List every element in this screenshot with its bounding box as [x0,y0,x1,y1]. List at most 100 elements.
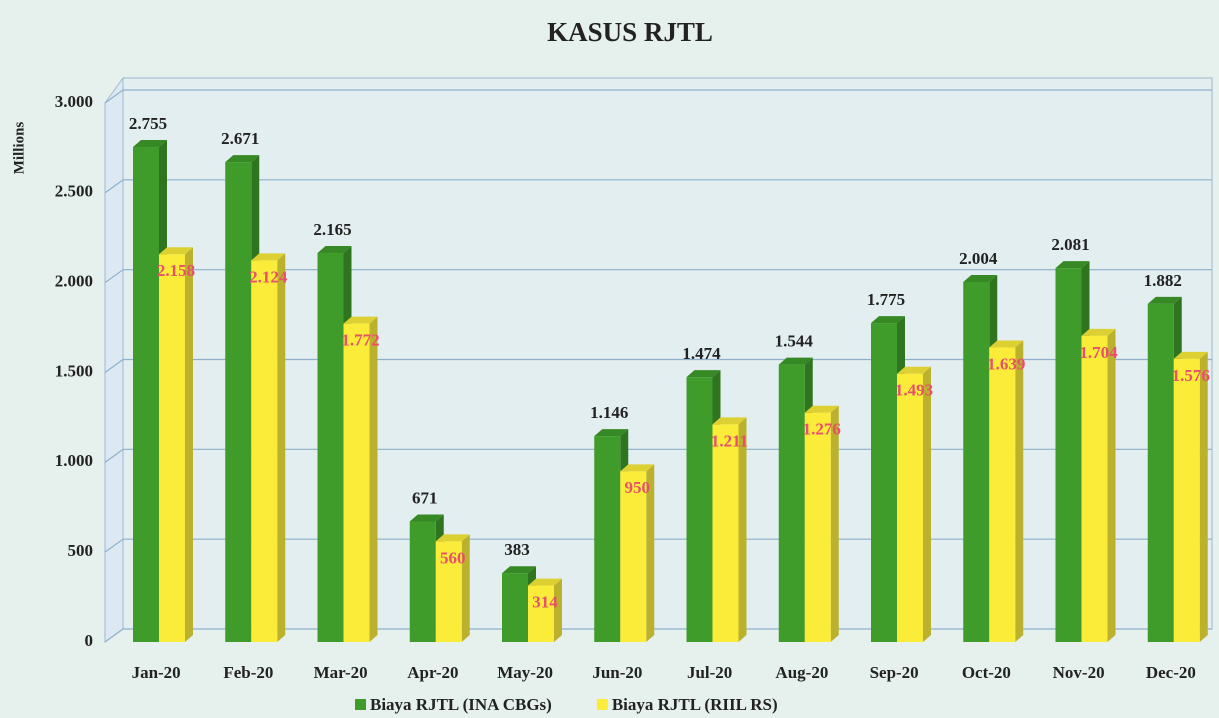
bar-top [620,464,655,472]
x-tick-label: Dec-20 [1146,663,1196,682]
bar [528,585,554,642]
value-label: 1.576 [1172,366,1210,385]
chart-title: KASUS RJTL [547,17,713,47]
bar [897,373,923,642]
bar [989,347,1016,642]
bar-top [963,274,998,282]
x-tick-label: Apr-20 [407,663,458,682]
value-label: 2.158 [157,261,195,280]
y-tick-label: 1.000 [55,451,93,470]
bar-side [277,253,286,642]
value-label: 1.882 [1144,271,1182,290]
bar-top [133,140,167,148]
legend-label: Biaya RJTL (INA CBGs) [370,695,552,714]
bar-top [1081,328,1116,336]
x-tick-label: Jul-20 [687,663,732,682]
bar [251,260,278,642]
bar-top [409,514,444,522]
bar-side [1107,328,1116,642]
bar-top [225,155,260,163]
x-tick-label: Nov-20 [1053,663,1105,682]
bar-top [502,566,536,574]
bar-top [435,534,470,542]
legend-swatch [355,699,366,710]
value-label: 314 [532,592,558,611]
bar-top [804,405,839,413]
bar-top [897,366,931,374]
bar-side [646,464,655,642]
x-tick-label: Jan-20 [132,663,181,682]
bar [317,253,344,642]
plot-back [122,77,1213,630]
y-tick-label: 3.000 [55,92,93,111]
value-label: 2.081 [1051,235,1089,254]
grid-line [104,269,1212,284]
y-axis-label: Millions [11,122,27,175]
grid-line [104,89,1212,104]
bar-side [1199,351,1208,642]
bar-side [185,247,193,642]
bar-top [528,578,562,586]
value-label: 1.493 [895,381,933,400]
bar [871,323,897,642]
bar [963,281,990,642]
bar-top [1147,296,1182,304]
bar-top [251,253,286,261]
y-tick-label: 0 [85,631,94,650]
x-tick-label: Oct-20 [962,663,1011,682]
bar-side [554,578,562,642]
x-tick-label: Mar-20 [314,663,368,682]
bar [1173,358,1200,642]
value-label: 1.704 [1079,343,1118,362]
value-label: 560 [440,548,466,567]
bar-top [594,429,629,437]
bar [594,436,621,642]
plot-wall [104,76,124,643]
bar [133,147,159,643]
bar [1081,335,1108,642]
bar-side [738,417,747,642]
value-label: 2.004 [959,249,998,268]
bar [435,541,462,642]
value-label: 2.165 [313,220,351,239]
bar-top [712,417,747,425]
bar [159,254,185,642]
value-label: 1.544 [775,332,814,351]
y-tick-label: 500 [68,541,94,560]
value-label: 1.775 [867,290,905,309]
bar [225,162,252,642]
value-label: 1.276 [803,420,841,439]
bar-top [1173,351,1208,359]
grid-line [104,179,1212,194]
y-tick-label: 1.500 [55,361,93,380]
value-label: 2.755 [129,114,167,133]
grid-line [104,538,1212,553]
bar [686,377,713,642]
bar-side [461,534,470,642]
bar-side [369,316,378,642]
bar [409,521,436,642]
legend-swatch [596,699,608,710]
y-tick-label: 2.500 [55,182,93,201]
grid-line [104,358,1212,373]
x-tick-label: May-20 [497,663,553,682]
x-tick-label: Jun-20 [592,663,642,682]
bar [343,323,370,642]
value-label: 1.474 [682,344,721,363]
bar-side [1015,340,1024,642]
legend-label: Biaya RJTL (RIIL RS) [612,695,778,714]
bar-top [871,316,905,324]
value-label: 950 [625,478,651,497]
value-label: 2.124 [249,267,288,286]
value-label: 383 [504,540,530,559]
value-label: 1.772 [341,331,379,350]
bar [778,364,805,642]
bar-side [830,405,839,642]
value-label: 1.211 [711,431,748,450]
value-label: 1.146 [590,403,628,422]
bar-top [343,316,378,324]
bar-top [778,357,813,365]
x-tick-label: Aug-20 [775,663,828,682]
bar-top [159,247,193,255]
